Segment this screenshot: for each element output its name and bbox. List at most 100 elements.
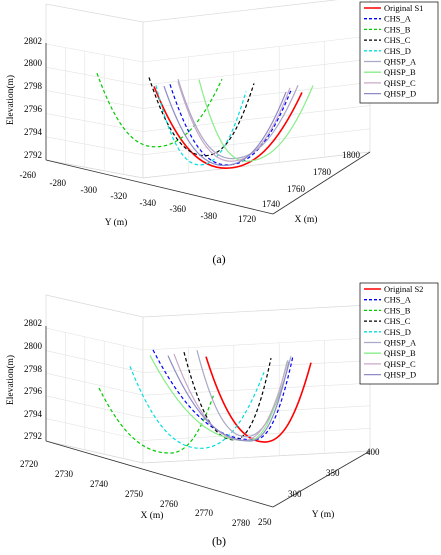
- grid-line: [142, 82, 371, 109]
- x-tick-label: 1720: [238, 214, 257, 224]
- y-tick-label: -380: [201, 211, 218, 221]
- series-line: [129, 366, 265, 449]
- grid-line: [142, 35, 371, 63]
- y-tick-label: -300: [81, 185, 98, 195]
- series-curves: [98, 349, 312, 454]
- z-tick-label: 2800: [24, 58, 43, 68]
- z-tick-label: 2802: [24, 318, 42, 328]
- x-tick-label: 2760: [160, 499, 179, 509]
- legend-entry: CHS_B: [384, 24, 411, 34]
- x-axis-label: X (m): [295, 214, 318, 225]
- z-tick-labels: 2792 2794 2796 2798 2800 2802: [24, 36, 43, 160]
- series-line: [153, 86, 303, 169]
- legend-box: [359, 1, 439, 104]
- z-tick-labels: 2792 2794 2796 2798 2800 2802: [24, 318, 43, 441]
- y-tick-label: -320: [111, 191, 128, 201]
- z-tick-label: 2796: [24, 104, 43, 114]
- legend-box: [359, 282, 439, 385]
- series-line: [177, 81, 291, 162]
- legend-entry: CHS_C: [384, 35, 411, 45]
- grid-line: [142, 128, 371, 156]
- legend-entry: QHSP_B: [384, 348, 416, 358]
- x-axis-line: [45, 440, 274, 508]
- x-tick-label: 1740: [262, 199, 281, 209]
- y-tick-labels: 250 300 350 400: [258, 447, 380, 527]
- legend-entry: QHSP_A: [384, 57, 417, 67]
- legend-entry: QHSP_D: [384, 370, 416, 380]
- series-curves: [96, 72, 314, 169]
- series-line: [183, 352, 272, 441]
- grid-line: [45, 327, 144, 351]
- series-line: [167, 355, 290, 442]
- back-wall-right: [142, 0, 371, 179]
- legend-entry: QHSP_D: [384, 89, 416, 99]
- grid-line: [45, 90, 144, 109]
- legend-entry: CHS_D: [384, 46, 411, 56]
- panel-b: 2792 2794 2796 2798 2800 2802 2720 2730 …: [5, 282, 439, 548]
- series-line: [205, 356, 312, 443]
- z-tick-label: 2800: [24, 341, 43, 351]
- x-axis-label: X (m): [141, 510, 164, 521]
- y-tick-label: 250: [258, 517, 272, 527]
- legend-entry: Original S2: [384, 284, 423, 294]
- grid-line: [142, 58, 371, 86]
- grid-line: [45, 43, 144, 63]
- z-tick-label: 2794: [24, 409, 43, 419]
- grid-line: [45, 395, 144, 419]
- x-tick-label: 2740: [90, 479, 109, 489]
- legend-entry: QHSP_A: [384, 338, 417, 348]
- legend-entry: CHS_A: [384, 295, 412, 305]
- x-tick-labels: 1720 1740 1760 1780 1800: [238, 150, 361, 224]
- x-tick-label: 2770: [195, 508, 214, 518]
- y-axis-label: Y (m): [105, 217, 128, 228]
- legend-entry: CHS_B: [384, 305, 411, 315]
- panel-a: 2792 2794 2796 2798 2800 2802 -260 -280 …: [5, 0, 439, 266]
- grid-line: [45, 350, 144, 373]
- y-tick-label: -340: [140, 198, 157, 208]
- x-tick-label: 2780: [232, 518, 251, 528]
- grid-line: [45, 372, 144, 396]
- x-tick-label: 2720: [20, 459, 39, 469]
- grid-lines: [45, 35, 371, 175]
- legend-entry: QHSP_B: [384, 67, 416, 77]
- y-axis-line: [45, 159, 274, 215]
- x-tick-label: 1800: [342, 150, 361, 160]
- legend-entry: QHSP_C: [384, 78, 416, 88]
- grid-line: [45, 113, 144, 132]
- legend: Original S2CHS_ACHS_BCHS_CCHS_DQHSP_AQHS…: [359, 282, 439, 385]
- z-axis-label: Elevation(m): [5, 355, 16, 405]
- y-tick-label: -260: [20, 170, 37, 180]
- series-line: [155, 85, 247, 166]
- grid-line: [142, 337, 371, 351]
- x-tick-label: 1760: [287, 184, 306, 194]
- z-tick-label: 2798: [24, 364, 43, 374]
- back-wall-left: [45, 294, 144, 464]
- y-tick-label: 300: [288, 489, 302, 499]
- z-tick-label: 2802: [24, 36, 42, 46]
- legend-entry: CHS_A: [384, 14, 412, 24]
- legend: Original S1CHS_ACHS_BCHS_CCHS_DQHSP_AQHS…: [359, 1, 439, 104]
- legend-entry: Original S1: [384, 3, 423, 13]
- z-tick-label: 2792: [24, 431, 42, 441]
- caption-a: (a): [212, 252, 225, 266]
- grid-line: [45, 66, 144, 86]
- z-tick-label: 2796: [24, 386, 43, 396]
- z-tick-label: 2794: [24, 127, 43, 137]
- z-tick-label: 2792: [24, 150, 42, 160]
- y-tick-labels: -260 -280 -300 -320 -340 -360 -380: [20, 170, 218, 221]
- grid-line: [45, 418, 144, 441]
- y-axis-line: [272, 450, 371, 508]
- caption-b: (b): [212, 534, 226, 548]
- y-tick-label: 350: [326, 468, 340, 478]
- series-line: [163, 85, 287, 167]
- legend-entry: CHS_C: [384, 316, 411, 326]
- series-line: [152, 349, 294, 441]
- z-axis-label: Elevation(m): [5, 75, 16, 125]
- legend-entry: QHSP_C: [384, 359, 416, 369]
- y-tick-label: -280: [50, 178, 67, 188]
- x-tick-label: 1780: [313, 167, 332, 177]
- z-tick-label: 2798: [24, 81, 43, 91]
- series-line: [96, 72, 223, 148]
